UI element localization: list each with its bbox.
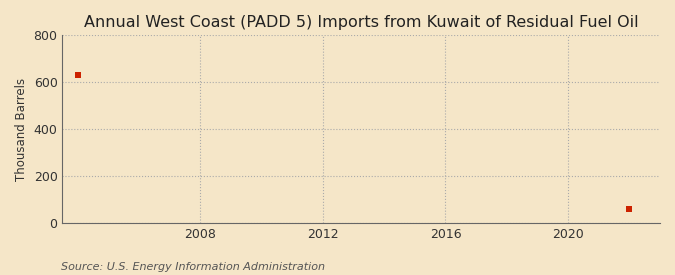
Text: Source: U.S. Energy Information Administration: Source: U.S. Energy Information Administ… (61, 262, 325, 272)
Y-axis label: Thousand Barrels: Thousand Barrels (15, 78, 28, 181)
Title: Annual West Coast (PADD 5) Imports from Kuwait of Residual Fuel Oil: Annual West Coast (PADD 5) Imports from … (84, 15, 639, 30)
